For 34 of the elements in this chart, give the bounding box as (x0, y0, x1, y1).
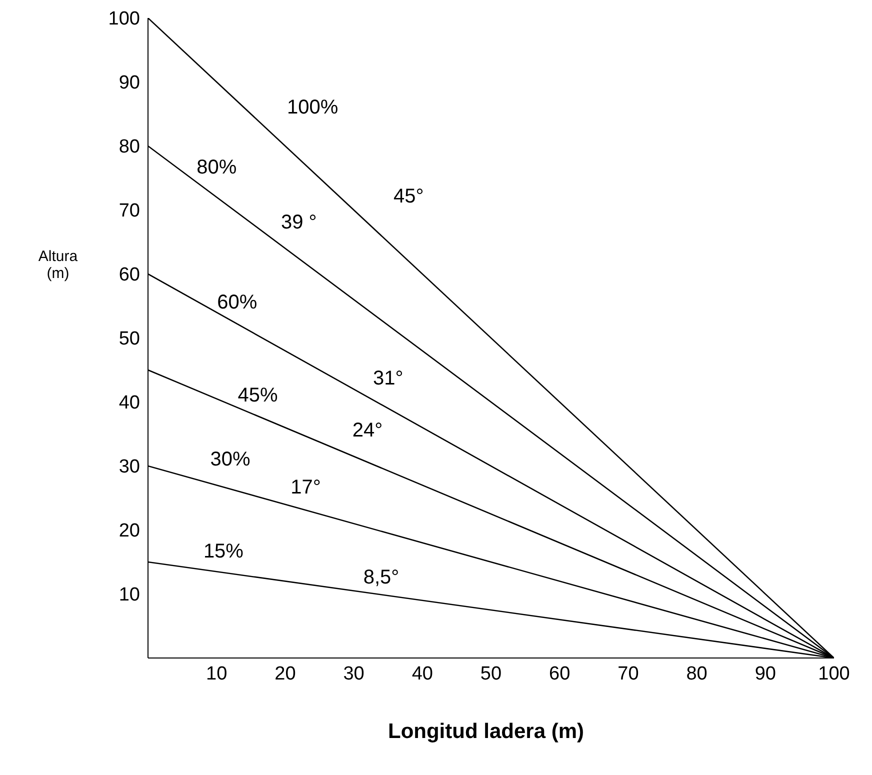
annotation: 45° (394, 186, 424, 209)
annotation: 31° (372, 367, 404, 390)
annotation: 24° (352, 419, 383, 442)
y-tick-label: 50 (118, 328, 140, 350)
y-tick-label: 30 (118, 456, 140, 478)
y-tick-label: 100 (108, 8, 140, 30)
annotation: 60% (217, 291, 258, 314)
y-tick-label: 70 (118, 200, 140, 222)
annotation: 100% (287, 96, 338, 120)
y-tick-label: 10 (118, 584, 140, 606)
x-tick-label: 90 (754, 663, 776, 684)
y-tick-label: 20 (118, 520, 140, 542)
annotation: 15% (203, 540, 244, 564)
annotation: 45% (238, 384, 278, 408)
annotation: 17° (290, 476, 321, 500)
annotation: 80% (196, 156, 237, 180)
x-tick-label: 30 (343, 663, 364, 684)
annotation: 8,5° (363, 566, 400, 590)
x-tick-label: 70 (618, 663, 639, 684)
x-tick-label: 10 (206, 663, 228, 684)
annotation: 30% (210, 448, 250, 472)
y-tick-label: 60 (118, 264, 140, 286)
x-tick-label: 60 (549, 663, 570, 684)
x-tick-label: 80 (686, 663, 708, 684)
x-tick-label: 50 (480, 663, 502, 684)
y-tick-label: 90 (118, 72, 140, 94)
y-axis-title: Altura (m) (37, 248, 79, 282)
x-axis-title: Longitud ladera (m) (388, 720, 584, 743)
x-tick-label: 40 (412, 663, 433, 684)
x-tick-label: 100 (818, 663, 850, 684)
y-tick-label: 40 (118, 392, 140, 414)
x-tick-label: 20 (274, 663, 296, 684)
annotation: 39 ° (281, 211, 317, 234)
y-tick-label: 80 (118, 136, 140, 158)
